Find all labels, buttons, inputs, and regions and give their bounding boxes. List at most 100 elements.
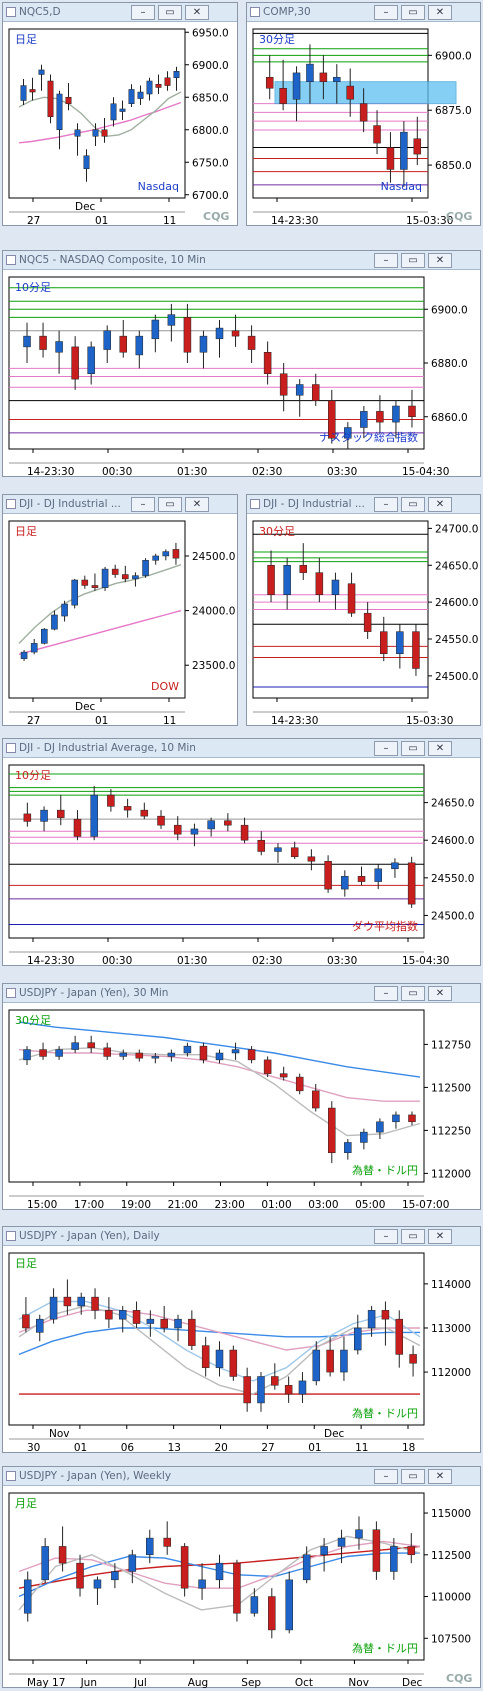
candle — [152, 553, 159, 565]
candle — [76, 1554, 84, 1597]
maximize-button[interactable]: ▭ — [158, 5, 182, 20]
candle — [167, 303, 176, 342]
candle — [137, 85, 144, 106]
close-button[interactable]: ✕ — [428, 986, 452, 1001]
close-button[interactable]: ✕ — [428, 5, 452, 20]
maximize-button[interactable]: ▭ — [401, 497, 425, 512]
candle — [302, 1546, 311, 1584]
chart-window-dji-10m: DJI - DJ Industrial Average, 10 Min – ▭ ✕ 24… — [2, 738, 481, 966]
maximize-button[interactable]: ▭ — [401, 1229, 425, 1244]
minimize-button[interactable]: – — [374, 497, 398, 512]
title-bar[interactable]: COMP,30 – ▭ ✕ — [247, 3, 480, 22]
y-tick-label: 112750 — [431, 1039, 471, 1051]
candle — [132, 572, 139, 587]
candle — [173, 816, 182, 841]
maximize-button[interactable]: ▭ — [401, 1469, 425, 1484]
candle — [333, 64, 341, 104]
x-tick-label: Dec — [402, 1677, 423, 1688]
candle — [119, 1049, 128, 1060]
close-button[interactable]: ✕ — [428, 1229, 452, 1244]
candle — [271, 1363, 279, 1390]
candle — [279, 363, 288, 412]
maximize-button[interactable]: ▭ — [401, 5, 425, 20]
y-tick-label: 6880.0 — [431, 358, 468, 370]
x-tick-label: Oct — [295, 1677, 313, 1688]
title-bar[interactable]: NQC5,D – ▭ ✕ — [3, 3, 237, 22]
close-button[interactable]: ✕ — [428, 1469, 452, 1484]
minimize-button[interactable]: – — [131, 497, 155, 512]
maximize-button[interactable]: ▭ — [401, 986, 425, 1001]
maximize-button[interactable]: ▭ — [158, 497, 182, 512]
x-tick-label: Sep — [241, 1677, 261, 1688]
maximize-button[interactable]: ▭ — [401, 741, 425, 756]
title-bar[interactable]: USDJPY - Japan (Yen), 30 Min – ▭ ✕ — [3, 984, 480, 1003]
x-tick-label: 27 — [27, 215, 40, 226]
x-tick-label: 02:30 — [252, 955, 282, 966]
candle — [285, 1571, 293, 1634]
minimize-button[interactable]: – — [374, 986, 398, 1001]
candle — [160, 1305, 168, 1333]
x-tick-label: 21:00 — [168, 1199, 198, 1210]
candlestick-chart[interactable]: 24500.0 24000.0 23500.0 日足 DOW 27 01 11 Dec — [3, 515, 237, 726]
minimize-button[interactable]: – — [374, 5, 398, 20]
minimize-button[interactable]: – — [131, 5, 155, 20]
candle — [341, 870, 349, 897]
y-tick-label: 113000 — [431, 1323, 471, 1335]
candle — [231, 314, 240, 347]
title-bar[interactable]: USDJPY - Japan (Yen), Weekly – ▭ ✕ — [3, 1467, 480, 1486]
candlestick-chart[interactable]: 6950.0 6900.0 6850.0 6800.0 6750.0 6700.0 日足 Na… — [3, 23, 237, 226]
title-bar[interactable]: USDJPY - Japan (Yen), Daily – ▭ ✕ — [3, 1227, 480, 1246]
minimize-button[interactable]: – — [374, 253, 398, 268]
candle — [65, 82, 72, 111]
minimize-button[interactable]: – — [374, 741, 398, 756]
candle — [71, 1035, 79, 1053]
timeframe-label: 月足 — [15, 1497, 37, 1510]
candle — [40, 806, 48, 832]
close-button[interactable]: ✕ — [428, 497, 452, 512]
y-tick-label: 6875.0 — [435, 105, 472, 117]
window-title: DJI - DJ Industrial ... — [263, 498, 365, 510]
candle — [311, 1083, 320, 1112]
x-tick-label: 01 — [74, 1442, 87, 1453]
maximize-button[interactable]: ▭ — [401, 253, 425, 268]
y-tick-label: 24000.0 — [192, 606, 235, 618]
maximize-icon: ▭ — [408, 1471, 418, 1482]
candle — [151, 1053, 160, 1064]
candle — [151, 314, 160, 353]
close-button[interactable]: ✕ — [185, 497, 209, 512]
moving-average-line — [18, 1021, 421, 1078]
candlestick-chart[interactable]: 6900.0 6875.0 6850.0 30分足 Nasdaq 14-23:30 15-0… — [247, 23, 480, 226]
y-tick-label: 24700.0 — [435, 523, 478, 535]
candle — [312, 1341, 321, 1386]
candle — [347, 572, 356, 617]
title-bar[interactable]: NQC5 - NASDAQ Composite, 10 Min – ▭ ✕ — [3, 251, 480, 270]
candlestick-chart[interactable]: 24700.0 24650.0 24600.0 24550.0 24500.0 30分足 1… — [247, 515, 480, 726]
close-button[interactable]: ✕ — [428, 741, 452, 756]
title-bar[interactable]: DJI - DJ Industrial ... – ▭ ✕ — [3, 495, 237, 514]
candle — [135, 330, 144, 369]
candle — [39, 322, 47, 358]
instrument-label: Nasdaq — [381, 180, 422, 193]
candle — [29, 77, 36, 101]
y-tick-label: 114000 — [431, 1279, 471, 1291]
minimize-button[interactable]: – — [374, 1469, 398, 1484]
y-tick-label: 24550.0 — [431, 873, 474, 885]
candle — [357, 866, 366, 886]
chart-window-nq-30m: COMP,30 – ▭ ✕ 6900.0 6875.0 6850.0 30分足 Nasdaq 14… — [246, 2, 481, 226]
candle — [38, 64, 45, 91]
close-button[interactable]: ✕ — [185, 5, 209, 20]
y-tick-label: 24550.0 — [435, 634, 478, 646]
close-button[interactable]: ✕ — [428, 253, 452, 268]
candle — [215, 1554, 224, 1589]
moving-average-line — [18, 1048, 420, 1102]
title-bar[interactable]: DJI - DJ Industrial Average, 10 Min – ▭ ✕ — [3, 739, 480, 758]
minimize-button[interactable]: – — [374, 1229, 398, 1244]
title-bar[interactable]: DJI - DJ Industrial ... – ▭ ✕ — [247, 495, 480, 514]
x-tick-label: 15-03:30 — [406, 215, 453, 226]
chart-window-nq-10m: NQC5 - NASDAQ Composite, 10 Min – ▭ ✕ 6900.0… — [2, 250, 481, 477]
